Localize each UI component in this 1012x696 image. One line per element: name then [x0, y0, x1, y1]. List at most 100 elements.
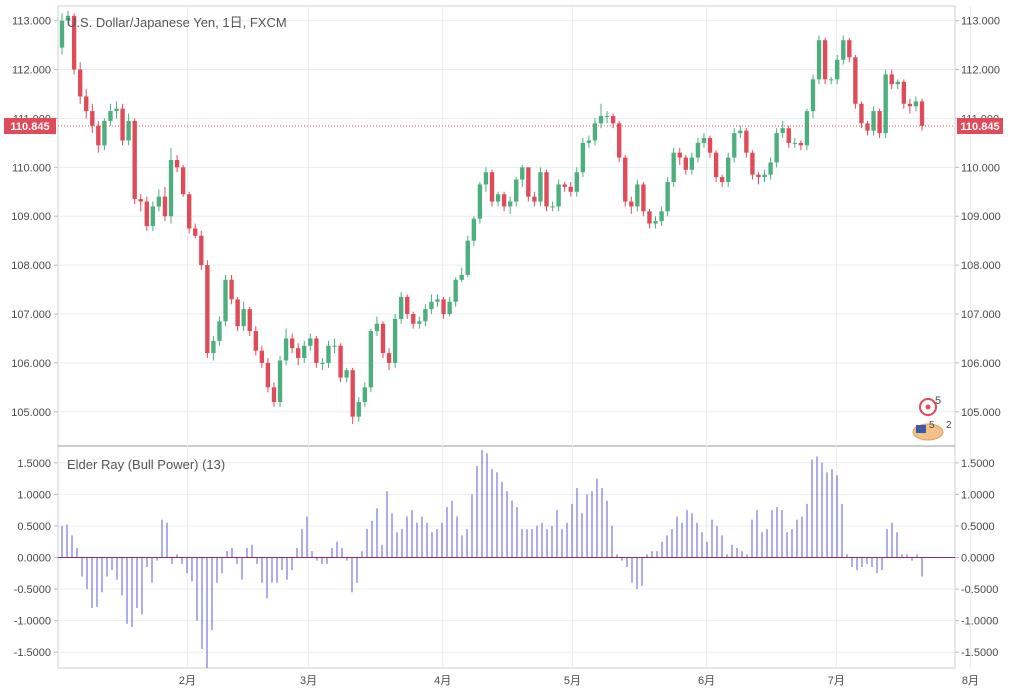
- indicator-tick-label-left: -1.0000: [14, 616, 51, 628]
- chart-title: U.S. Dollar/Japanese Yen, 1日, FXCM: [67, 15, 287, 30]
- candle-body: [544, 172, 549, 207]
- candle-body: [701, 138, 707, 143]
- candle-body: [713, 152, 719, 178]
- candle-body: [822, 40, 828, 80]
- candle-body: [199, 235, 204, 266]
- candle-body: [653, 221, 658, 224]
- candle-body: [235, 299, 240, 327]
- candle-body: [174, 160, 180, 168]
- candle-body: [828, 79, 834, 81]
- x-tick-label: 5月: [564, 675, 581, 687]
- candle-body: [726, 157, 731, 182]
- candle-body: [283, 338, 289, 361]
- candle-body: [538, 172, 543, 202]
- candle-body: [901, 81, 907, 104]
- indicator-tick-label-left: 0.0000: [17, 553, 51, 565]
- candle-body: [719, 177, 725, 182]
- candle-body: [847, 40, 852, 58]
- candle-body: [229, 279, 234, 300]
- candle-body: [392, 318, 398, 363]
- candle-body: [671, 152, 676, 182]
- candle-body: [810, 79, 816, 112]
- candle-body: [738, 130, 743, 134]
- candle-body: [90, 111, 95, 126]
- candle-body: [495, 194, 501, 202]
- candle-body: [877, 111, 882, 134]
- candle-body: [253, 331, 258, 351]
- candle-body: [156, 196, 162, 207]
- candle-body: [344, 370, 349, 378]
- indicator-tick-label-left: -1.5000: [14, 647, 51, 659]
- candle-body: [695, 142, 701, 158]
- candle-body: [241, 309, 246, 327]
- candle-body: [883, 74, 888, 134]
- candle-body: [871, 111, 876, 131]
- y-tick-label-right: 106.000: [961, 358, 1001, 370]
- candle-body: [332, 345, 337, 347]
- candle-body: [580, 142, 586, 173]
- last-price-tag-right: [957, 118, 1003, 135]
- candle-body: [296, 348, 301, 358]
- candle-body: [598, 116, 604, 124]
- candle-body: [895, 81, 900, 85]
- candle-body: [707, 138, 713, 153]
- indicator-tick-label-right: 0.5000: [961, 521, 995, 533]
- y-tick-label-left: 112.000: [12, 65, 51, 77]
- candle-body: [223, 279, 228, 322]
- candle-body: [211, 340, 216, 354]
- candle-body: [853, 57, 858, 104]
- indicator-title: Elder Ray (Bull Power) (13): [67, 457, 225, 472]
- candle-body: [786, 128, 791, 143]
- candle-body: [592, 123, 598, 141]
- candle-body: [520, 167, 525, 180]
- candle-body: [308, 338, 313, 346]
- y-tick-label-right: 107.000: [961, 309, 1001, 321]
- candle-body: [259, 350, 265, 363]
- y-tick-label-right: 109.000: [961, 211, 1001, 223]
- last-price-label-right: 110.845: [960, 121, 999, 133]
- candle-body: [665, 182, 670, 212]
- candle-body: [405, 296, 410, 314]
- candle-body: [320, 362, 325, 364]
- candle-body: [193, 228, 198, 236]
- candle-body: [326, 345, 331, 363]
- y-tick-label-left: 105.000: [11, 407, 51, 419]
- candle-body: [302, 345, 307, 358]
- candle-body: [187, 194, 192, 229]
- y-tick-label-right: 113.000: [961, 16, 1000, 28]
- candle-body: [350, 370, 355, 417]
- candle-body: [586, 140, 592, 143]
- candle-body: [398, 296, 404, 319]
- candle-body: [762, 174, 767, 178]
- y-tick-label-left: 108.000: [11, 260, 51, 272]
- candle-body: [768, 162, 773, 175]
- candle-body: [568, 186, 573, 192]
- candle-body: [180, 167, 186, 195]
- candle-body: [441, 299, 446, 314]
- candle-body: [114, 108, 119, 112]
- candle-body: [514, 179, 519, 202]
- candle-body: [641, 184, 646, 212]
- candle-body: [647, 211, 652, 224]
- candle-body: [380, 323, 386, 354]
- candle-body: [429, 301, 434, 310]
- candle-body: [368, 331, 374, 388]
- candle-body: [574, 172, 579, 192]
- candle-body: [798, 142, 804, 146]
- candle-body: [102, 120, 107, 146]
- candle-body: [689, 157, 695, 170]
- indicator-tick-label-right: -0.5000: [961, 584, 998, 596]
- x-tick-label: 2月: [179, 675, 196, 687]
- candle-body: [84, 96, 89, 112]
- candle-body: [447, 301, 452, 314]
- candle-body: [532, 196, 537, 202]
- candle-body: [465, 240, 470, 275]
- x-tick-label: 8月: [962, 675, 979, 687]
- indicator-badge-count: 5: [935, 395, 941, 407]
- candle-body: [629, 201, 634, 207]
- candle-body: [386, 353, 392, 363]
- indicator-tick-label-right: -1.5000: [961, 647, 998, 659]
- candle-body: [804, 111, 810, 146]
